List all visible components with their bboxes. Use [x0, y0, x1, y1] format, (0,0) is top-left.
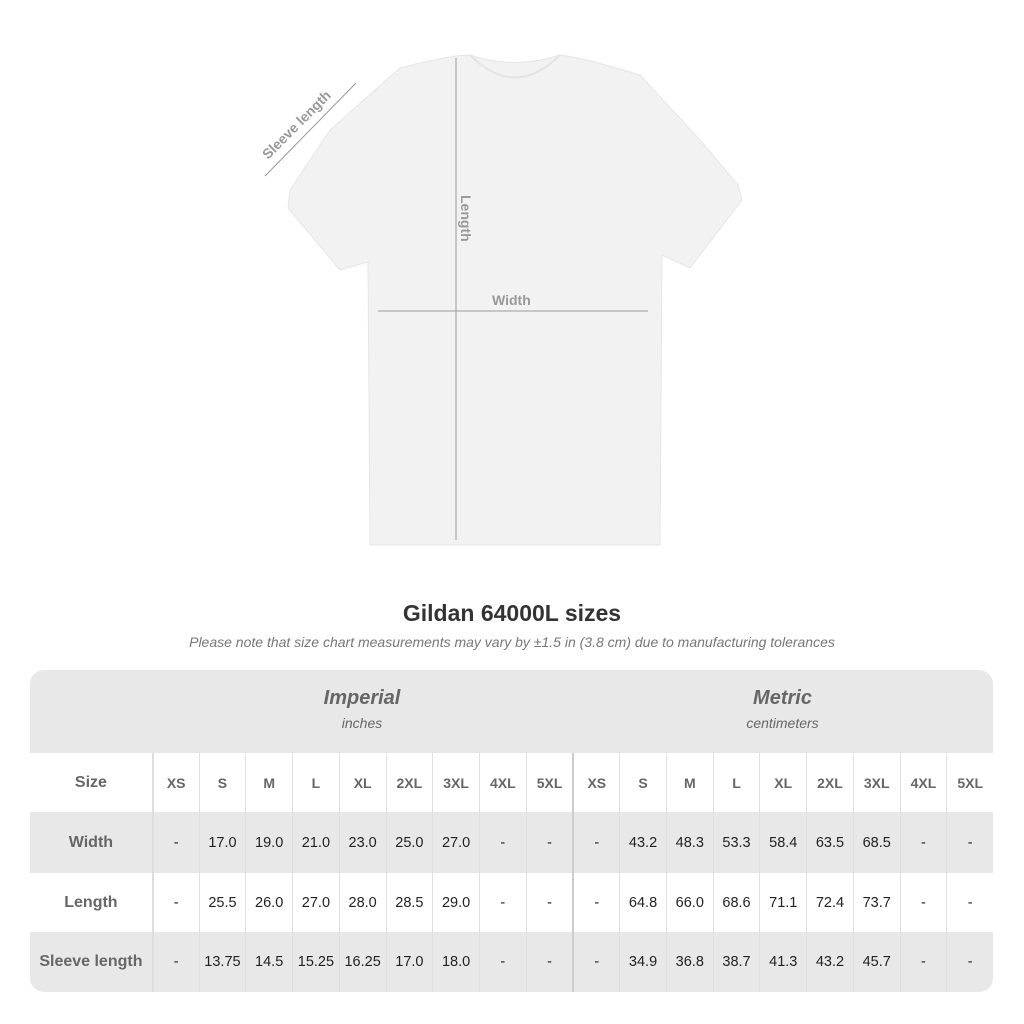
table-cell: -	[151, 873, 199, 932]
table-cell: 17.0	[198, 812, 246, 873]
table-cell: 3XL	[432, 753, 479, 812]
table-cell: 23.0	[338, 812, 386, 873]
table-cell: 15.25	[292, 932, 339, 992]
table-cell: 63.5	[806, 812, 853, 873]
table-cell: 72.4	[806, 873, 853, 932]
table-cell: -	[946, 873, 993, 932]
table-cell: 29.0	[432, 873, 479, 932]
table-cell: 25.0	[385, 812, 433, 873]
table-cell: 58.4	[759, 812, 806, 873]
row-header: Size	[74, 773, 107, 791]
table-row: Width -17.0 19.0 21.0 23.0 25.0 27.0- - -43.2 48.…	[30, 812, 993, 873]
row-header: Sleeve length	[39, 953, 143, 970]
table-cell: -	[151, 812, 199, 873]
imperial-unit: inches	[341, 715, 383, 731]
table-cell: 68.6	[712, 873, 760, 932]
table-cell: 16.25	[338, 932, 386, 992]
table-cell: 43.2	[619, 812, 666, 873]
table-cell: 53.3	[712, 812, 760, 873]
table-cell: -	[946, 812, 993, 873]
chart-title: Gildan 64000L sizes	[402, 600, 622, 626]
table-cell: M	[665, 753, 713, 812]
table-cell: 21.0	[292, 812, 339, 873]
table-cell: 48.3	[665, 812, 713, 873]
table-cell: XL	[759, 753, 806, 812]
table-row: Length -25.5 26.0 27.0 28.0 28.5 29.0- - -64.8 66…	[30, 873, 993, 932]
tshirt-shape	[287, 54, 743, 546]
table-cell: 71.1	[759, 873, 806, 932]
table-cell: -	[899, 812, 947, 873]
table-cell: 26.0	[245, 873, 292, 932]
table-cell: 45.7	[852, 932, 900, 992]
table-cell: 43.2	[806, 932, 853, 992]
table-cell: 2XL	[385, 753, 433, 812]
table-cell: XS	[572, 753, 619, 812]
table-cell: 28.5	[385, 873, 433, 932]
metric-unit: centimeters	[746, 715, 819, 731]
table-cell: XS	[151, 753, 199, 812]
table-cell: -	[899, 932, 947, 992]
table-cell: -	[946, 932, 993, 992]
table-cell: -	[525, 932, 573, 992]
table-cell: 13.75	[198, 932, 246, 992]
table-cell: 36.8	[665, 932, 713, 992]
metric-header: Metric centimeters	[572, 670, 993, 753]
table-cell: -	[478, 873, 526, 932]
tshirt-diagram: Sleeve length Length Width	[259, 54, 743, 546]
size-table: Imperial inches Metric centimeters Size X…	[30, 670, 993, 992]
table-cell: L	[292, 753, 339, 812]
table-cell: 25.5	[198, 873, 246, 932]
imperial-header: Imperial inches	[152, 670, 572, 753]
table-cell: -	[525, 873, 573, 932]
table-cell: -	[572, 932, 619, 992]
table-cell: 66.0	[665, 873, 713, 932]
table-cell: -	[572, 873, 619, 932]
table-cell: -	[899, 873, 947, 932]
metric-heading: Metric	[753, 687, 812, 709]
length-label: Length	[458, 195, 474, 242]
sleeve-arrow	[264, 82, 357, 177]
table-cell: 64.8	[619, 873, 666, 932]
table-cell: 73.7	[852, 873, 900, 932]
table-cell: 19.0	[245, 812, 292, 873]
table-cell: 5XL	[946, 753, 993, 812]
table-cell: -	[478, 812, 526, 873]
row-header: Width	[68, 833, 114, 851]
table-cell: 2XL	[806, 753, 853, 812]
table-cell: 17.0	[385, 932, 433, 992]
table-cell: 27.0	[292, 873, 339, 932]
table-cell: -	[572, 812, 619, 873]
imperial-heading: Imperial	[323, 687, 401, 709]
table-cell: L	[712, 753, 760, 812]
table-cell: 5XL	[525, 753, 573, 812]
table-cell: M	[245, 753, 292, 812]
table-cell: -	[478, 932, 526, 992]
width-label: Width	[492, 292, 531, 308]
tolerance-note: Please note that size chart measurements…	[189, 634, 835, 650]
table-cell: XL	[338, 753, 386, 812]
table-cell: 68.5	[852, 812, 900, 873]
table-cell: S	[619, 753, 666, 812]
table-cell: 18.0	[432, 932, 479, 992]
table-cell: 34.9	[619, 932, 666, 992]
table-cell: -	[151, 932, 199, 992]
table-cell: 28.0	[338, 873, 386, 932]
table-cell: 4XL	[899, 753, 947, 812]
table-cell: 3XL	[852, 753, 900, 812]
row-header: Length	[64, 893, 118, 911]
table-cell: 14.5	[245, 932, 292, 992]
table-cell: 4XL	[478, 753, 526, 812]
table-cell: -	[525, 812, 573, 873]
table-cell: 41.3	[759, 932, 806, 992]
table-row: Size XS S M L XL 2XL 3XL 4XL 5XL XS S M L XL 2XL 3XL 4XL 5…	[30, 753, 993, 812]
table-row: Sleeve length -13.75 14.5 15.25 16.25 17.0 18.…	[30, 932, 993, 992]
table-cell: S	[198, 753, 246, 812]
table-cell: 38.7	[712, 932, 760, 992]
table-cell: 27.0	[432, 812, 479, 873]
